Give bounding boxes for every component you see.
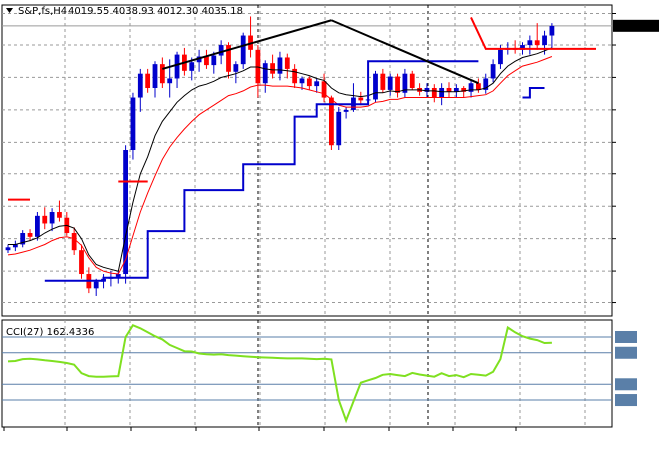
candle-body xyxy=(130,97,136,151)
candle-body xyxy=(42,215,48,224)
step-line xyxy=(522,87,545,99)
candle-body xyxy=(461,87,467,92)
candle-body xyxy=(446,87,452,92)
candle-body xyxy=(424,87,430,92)
candle-body xyxy=(145,73,151,88)
candle-body xyxy=(395,76,400,93)
candle-body xyxy=(527,40,533,46)
cci-panel-frame xyxy=(1,319,613,428)
candle-body xyxy=(483,78,489,90)
chart-header-values: 4019.55 4038.93 4012.30 4035.18 xyxy=(68,6,243,17)
cci-level-badge xyxy=(615,330,637,343)
candle-body xyxy=(71,233,77,251)
candle-body xyxy=(542,35,547,46)
current-price-badge xyxy=(613,19,659,32)
candle-body xyxy=(270,63,275,74)
candle-body xyxy=(57,212,62,218)
trendline xyxy=(162,19,332,70)
cci-level-badge xyxy=(615,346,637,359)
candle-body xyxy=(115,274,121,277)
candle-body xyxy=(189,62,195,71)
candle-body xyxy=(358,97,364,101)
candle-body xyxy=(167,78,173,84)
candle-body xyxy=(123,150,128,275)
candle-body xyxy=(299,78,305,84)
chart-header-symbol: S&P,fs,H4 xyxy=(18,6,67,17)
candle-body xyxy=(498,49,503,65)
header-dropdown-icon xyxy=(6,8,13,13)
candle-body xyxy=(490,64,496,79)
trendline xyxy=(331,19,479,85)
candle-body xyxy=(174,54,180,79)
candle-body xyxy=(380,73,386,90)
candle-body xyxy=(218,45,224,56)
candle-body xyxy=(233,64,239,72)
candle-body xyxy=(520,45,525,50)
candle-body xyxy=(204,56,209,66)
candle-body xyxy=(387,76,393,90)
candle-body xyxy=(439,87,445,98)
candle-body xyxy=(152,64,158,88)
candle-body xyxy=(226,45,231,72)
candle-body xyxy=(284,57,290,69)
candle-body xyxy=(277,57,283,74)
candle-body xyxy=(329,97,334,146)
cci-level-badge xyxy=(615,394,637,407)
candle-body xyxy=(79,250,84,275)
candle-body xyxy=(137,73,143,98)
candle-body xyxy=(49,212,55,224)
candle-body xyxy=(321,81,327,98)
candle-body xyxy=(292,68,298,84)
candle-body xyxy=(240,35,246,65)
candle-body xyxy=(549,25,555,36)
candle-body xyxy=(534,40,540,46)
candle-body xyxy=(476,83,481,90)
step-line xyxy=(470,16,596,50)
candle-body xyxy=(468,83,474,92)
candle-body xyxy=(431,87,437,98)
candle-body xyxy=(373,73,378,100)
candle-body xyxy=(211,55,217,66)
candle-body xyxy=(12,244,18,248)
cci-line xyxy=(7,323,552,424)
candle-body xyxy=(343,109,349,112)
cci-level-badge xyxy=(615,378,637,391)
moving-average-line xyxy=(7,56,553,275)
candle-body xyxy=(159,64,165,84)
candle-body xyxy=(20,233,26,245)
candle-body xyxy=(306,78,312,87)
candle-body xyxy=(314,81,320,87)
step-line xyxy=(44,60,479,282)
candle-body xyxy=(27,233,33,237)
candle-body xyxy=(5,247,11,251)
candle-body xyxy=(35,215,40,237)
candle-body xyxy=(336,111,342,146)
candle-body xyxy=(453,87,459,92)
cci-panel xyxy=(1,319,637,428)
main-panel-frame xyxy=(1,4,613,317)
candle-body xyxy=(262,63,268,84)
candle-body xyxy=(409,73,415,88)
moving-average-line xyxy=(8,47,553,272)
candle-body xyxy=(93,281,99,289)
main-panel xyxy=(1,4,659,317)
candle-body xyxy=(402,73,408,93)
cci-title: CCI(27) 162.4336 xyxy=(6,327,94,338)
